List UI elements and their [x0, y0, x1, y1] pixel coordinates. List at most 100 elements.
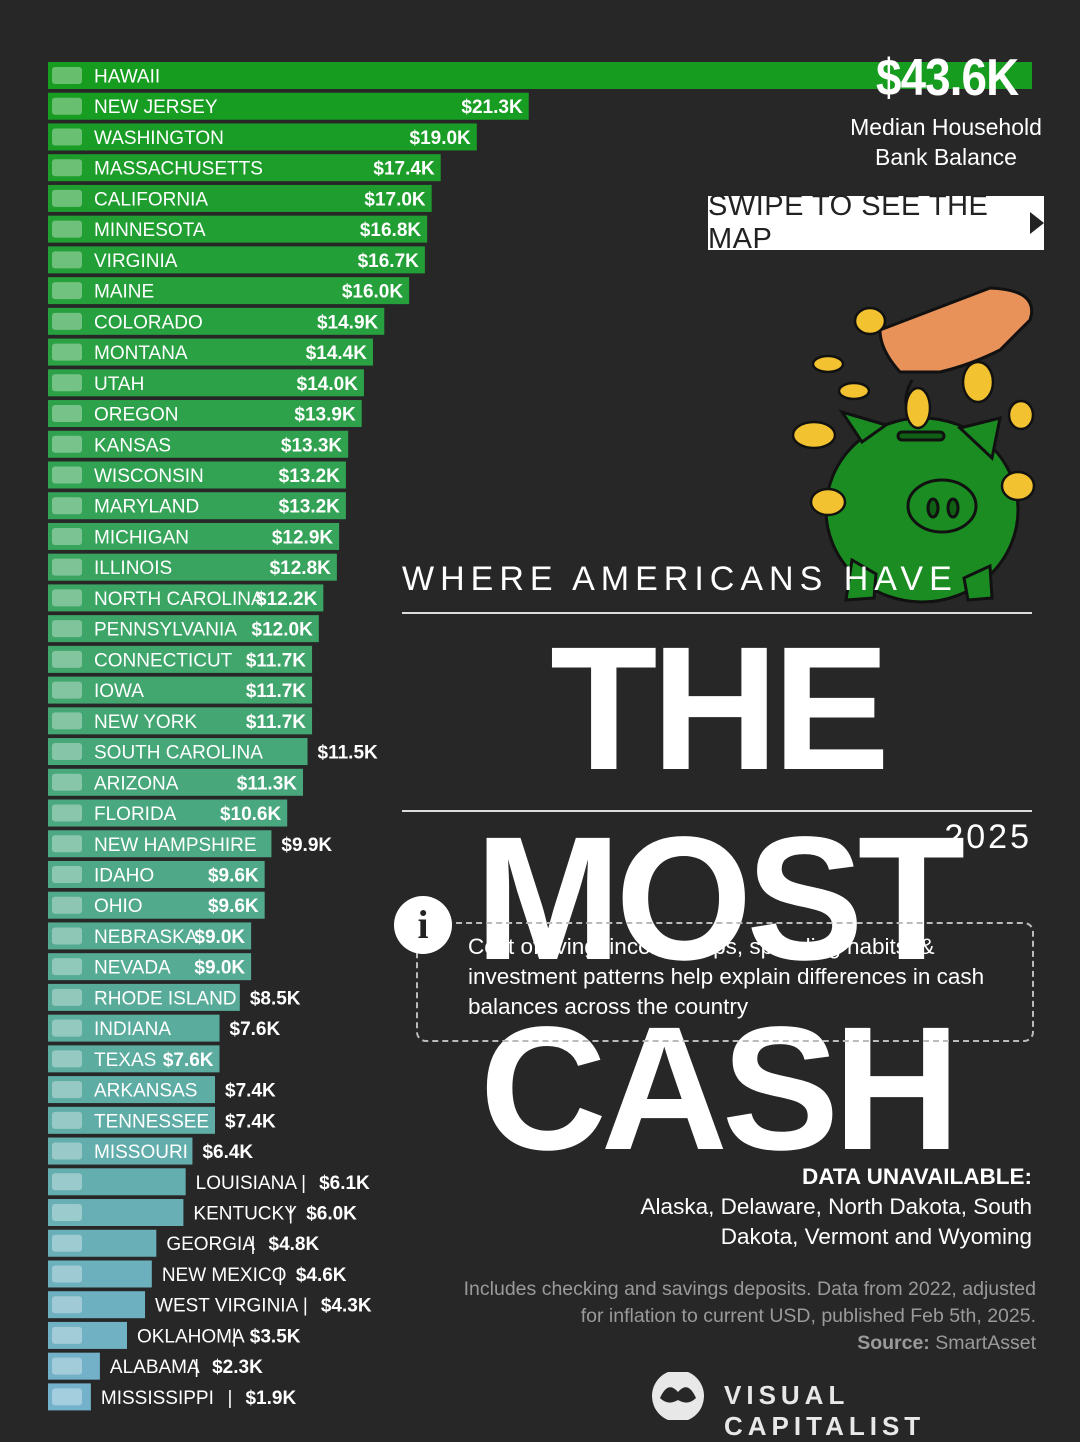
swipe-button[interactable]: SWIPE TO SEE THE MAP — [708, 190, 1044, 255]
top-value: $43.6K — [876, 49, 1019, 107]
state-shape-icon — [52, 1265, 82, 1283]
bar-value: $9.0K — [194, 927, 245, 948]
bar-label: NEVADA — [94, 958, 171, 979]
bar-value: $9.6K — [208, 865, 259, 886]
bar-label: NEW YORK — [94, 712, 197, 733]
data-unavailable-title: DATA UNAVAILABLE: — [802, 1164, 1032, 1189]
bar-label: MARYLAND — [94, 497, 199, 518]
state-shape-icon — [52, 312, 82, 330]
state-shape-icon — [52, 1173, 82, 1191]
bar — [48, 707, 313, 735]
bar — [48, 830, 272, 858]
bar-label: UTAH — [94, 374, 144, 395]
bar-label: NEW MEXICO — [162, 1265, 287, 1286]
subtitle: WHERE AMERICANS HAVE — [402, 560, 958, 598]
state-shape-icon — [52, 128, 82, 146]
state-shape-icon — [52, 896, 82, 914]
state-shape-icon — [52, 1357, 82, 1375]
brand-name: VISUAL CAPITALIST — [724, 1380, 926, 1441]
bar-value: $13.3K — [281, 435, 343, 456]
brand: VISUAL CAPITALIST — [650, 1372, 1036, 1441]
bar — [48, 615, 319, 643]
bar-value: $4.8K — [269, 1234, 320, 1255]
bar-label: VIRGINIA — [94, 251, 178, 272]
bar-label: KANSAS — [94, 435, 171, 456]
bar-value: $1.9K — [245, 1388, 296, 1409]
state-shape-icon — [52, 343, 82, 361]
bar-value: $7.6K — [230, 1019, 281, 1040]
bar-value: $13.9K — [294, 405, 356, 426]
info-box — [416, 922, 1034, 1042]
bar-label: NORTH CAROLINA — [94, 589, 264, 610]
info-text: Cost of living, income gaps, spending ha… — [468, 934, 985, 1019]
state-shape-icon — [52, 527, 82, 545]
state-shape-icon — [52, 435, 82, 453]
bar — [48, 277, 410, 305]
bar-value: $12.2K — [256, 589, 318, 610]
bar-value: $4.3K — [321, 1296, 372, 1317]
bar-value: $11.7K — [246, 650, 306, 671]
bar-label: TEXAS — [94, 1050, 156, 1071]
bar — [48, 154, 441, 182]
bar-label: MAINE — [94, 282, 154, 303]
bar — [48, 400, 362, 428]
state-shape-icon — [52, 1204, 82, 1222]
separator: | — [251, 1234, 256, 1255]
bar-value: $14.4K — [306, 343, 368, 364]
source-label: Source: — [857, 1332, 930, 1354]
bar — [48, 1321, 127, 1349]
state-shape-icon — [52, 927, 82, 945]
info-icon: i — [394, 896, 452, 954]
bar-label: HAWAII — [94, 67, 160, 88]
state-shape-icon — [52, 865, 82, 883]
bar-value: $19.0K — [410, 128, 472, 149]
state-shape-icon — [52, 958, 82, 976]
state-shape-icon — [52, 374, 82, 392]
bar — [48, 522, 340, 550]
bar-label: WISCONSIN — [94, 466, 204, 487]
state-shape-icon — [52, 1142, 82, 1160]
bar-value: $13.2K — [279, 466, 341, 487]
bar — [48, 430, 349, 458]
bar-value: $21.3K — [461, 97, 523, 118]
bar-value: $12.8K — [270, 558, 332, 579]
state-shape-icon — [52, 251, 82, 269]
bar-label: ALABAMA — [110, 1357, 200, 1378]
bar-label: MICHIGAN — [94, 527, 189, 548]
note-text: Includes checking and savings deposits. … — [463, 1278, 1036, 1327]
year-label: 2025 — [944, 818, 1032, 856]
bar — [48, 1229, 157, 1257]
separator: | — [232, 1326, 237, 1347]
bar-label: RHODE ISLAND — [94, 988, 237, 1009]
bar — [48, 922, 252, 950]
bar-label: MONTANA — [94, 343, 188, 364]
bar-value: $6.0K — [306, 1204, 357, 1225]
bar — [48, 62, 1032, 89]
bar — [48, 1014, 220, 1042]
bar — [48, 123, 477, 151]
state-shape-icon — [52, 1050, 82, 1068]
bar — [48, 891, 265, 919]
bar-value: $9.9K — [281, 835, 332, 856]
bar-label: OHIO — [94, 896, 143, 917]
state-shape-icon — [52, 282, 82, 300]
bar-value: $16.7K — [358, 251, 420, 272]
bar-label: IOWA — [94, 681, 144, 702]
separator: | — [278, 1265, 283, 1286]
bar-value: $11.5K — [318, 743, 378, 764]
state-shape-icon — [52, 558, 82, 576]
bar-value: $16.8K — [360, 220, 422, 241]
bar-label: NEW HAMPSHIRE — [94, 835, 257, 856]
bar — [48, 1137, 193, 1165]
state-shape-icon — [52, 589, 82, 607]
state-shape-icon — [52, 466, 82, 484]
bar-label: MISSOURI — [94, 1142, 188, 1163]
separator: | — [227, 1388, 232, 1409]
bar — [48, 246, 425, 274]
bar-label: NEBRASKA — [94, 927, 198, 948]
state-shape-icon — [52, 1326, 82, 1344]
bar — [48, 215, 428, 243]
bar-value: $9.0K — [194, 958, 245, 979]
bar-value: $17.0K — [364, 189, 426, 210]
